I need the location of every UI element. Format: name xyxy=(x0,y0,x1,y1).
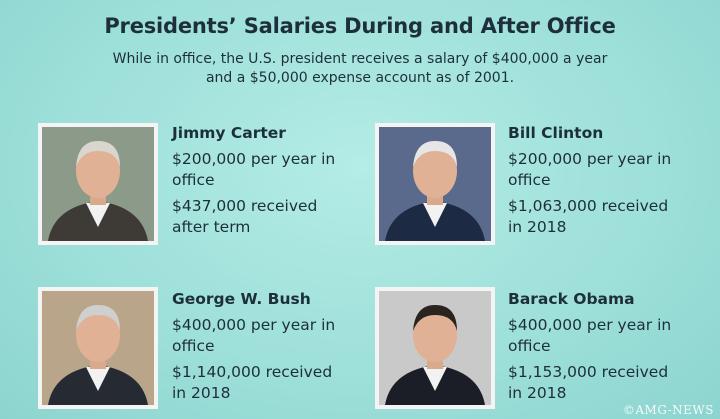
portrait-image xyxy=(385,305,485,405)
pension-after-office: $1,153,000 received in 2018 xyxy=(508,363,669,402)
salary-in-office: $400,000 per year in office xyxy=(172,316,336,355)
president-name: Barack Obama xyxy=(508,290,635,308)
president-info: Barack Obama $400,000 per year in office $… xyxy=(508,289,688,409)
president-info: Bill Clinton $200,000 per year in office $… xyxy=(508,123,688,243)
portrait xyxy=(375,123,495,245)
title: Presidents’ Salaries During and After Of… xyxy=(104,14,616,38)
portrait-image xyxy=(385,141,485,241)
president-name: George W. Bush xyxy=(172,290,311,308)
salary-in-office: $200,000 per year in office xyxy=(508,150,672,189)
subtitle: While in office, the U.S. president rece… xyxy=(112,51,608,86)
president-info: George W. Bush $400,000 per year in offic… xyxy=(172,289,352,409)
portrait xyxy=(375,287,495,409)
pension-after-office: $437,000 received after term xyxy=(172,197,318,236)
salary-in-office: $200,000 per year in office xyxy=(172,150,336,189)
portrait-image xyxy=(48,141,148,241)
pension-after-office: $1,063,000 received in 2018 xyxy=(508,197,669,236)
portrait-image xyxy=(48,305,148,405)
watermark: ©AMG-NEWS xyxy=(622,403,714,417)
president-name: Jimmy Carter xyxy=(172,124,286,142)
pension-after-office: $1,140,000 received in 2018 xyxy=(172,363,333,402)
president-info: Jimmy Carter $200,000 per year in office $… xyxy=(172,123,352,243)
portrait xyxy=(38,287,158,409)
portrait xyxy=(38,123,158,245)
salary-in-office: $400,000 per year in office xyxy=(508,316,672,355)
president-name: Bill Clinton xyxy=(508,124,604,142)
